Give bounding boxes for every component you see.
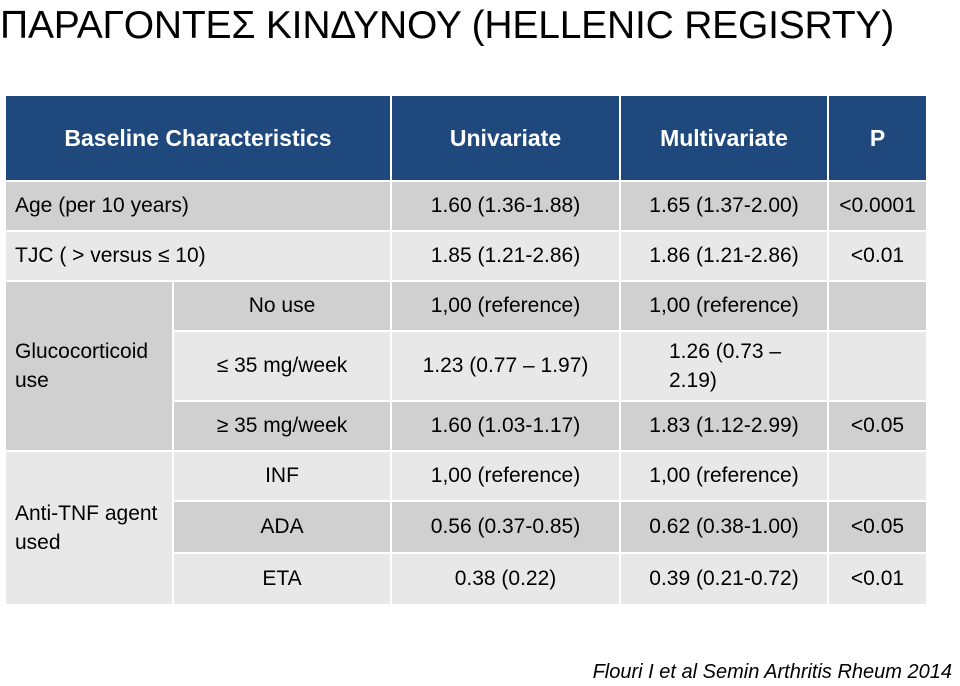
antitnf-label: Anti-TNF agent used <box>6 452 172 604</box>
tjc-multivariate: 1.86 (1.21-2.86) <box>621 232 827 280</box>
glucocorticoid-high-dose-p: <0.05 <box>829 402 926 450</box>
tjc-univariate: 1.85 (1.21-2.86) <box>392 232 619 280</box>
antitnf-ada-univariate: 0.56 (0.37-0.85) <box>392 502 619 552</box>
glucocorticoid-low-dose-p <box>829 332 926 400</box>
glucocorticoid-label: Glucocorticoid use <box>6 282 172 450</box>
age-p: <0.0001 <box>829 182 926 230</box>
header-multivariate: Multivariate <box>621 96 827 180</box>
glucocorticoid-sub-high-dose: ≥ 35 mg/week <box>174 402 390 450</box>
glucocorticoid-high-dose-multivariate: 1.83 (1.12-2.99) <box>621 402 827 450</box>
glucocorticoid-no-use-p <box>829 282 926 330</box>
glucocorticoid-no-use-multivariate: 1,00 (reference) <box>621 282 827 330</box>
age-label: Age (per 10 years) <box>6 182 390 230</box>
header-baseline: Baseline Characteristics <box>6 96 390 180</box>
tjc-label: TJC ( > versus ≤ 10) <box>6 232 390 280</box>
citation: Flouri I et al Semin Arthritis Rheum 201… <box>592 661 952 683</box>
antitnf-inf-p <box>829 452 926 500</box>
antitnf-sub-ada: ADA <box>174 502 390 552</box>
age-multivariate: 1.65 (1.37-2.00) <box>621 182 827 230</box>
risk-factors-table: Baseline Characteristics Univariate Mult… <box>6 96 926 604</box>
glucocorticoid-low-dose-univariate: 1.23 (0.77 – 1.97) <box>392 332 619 400</box>
slide-title: ΠΑΡΑΓΟΝΤΕΣ ΚΙΝΔΥΝΟΥ (HELLENIC REGISRTY) <box>0 4 895 47</box>
glucocorticoid-sub-low-dose: ≤ 35 mg/week <box>174 332 390 400</box>
age-univariate: 1.60 (1.36-1.88) <box>392 182 619 230</box>
antitnf-eta-multivariate: 0.39 (0.21-0.72) <box>621 554 827 604</box>
antitnf-sub-inf: INF <box>174 452 390 500</box>
antitnf-inf-multivariate: 1,00 (reference) <box>621 452 827 500</box>
antitnf-eta-p: <0.01 <box>829 554 926 604</box>
antitnf-inf-univariate: 1,00 (reference) <box>392 452 619 500</box>
glucocorticoid-sub-no-use: No use <box>174 282 390 330</box>
antitnf-ada-multivariate: 0.62 (0.38-1.00) <box>621 502 827 552</box>
glucocorticoid-low-dose-multivariate: 1.26 (0.73 – 2.19) <box>621 332 827 400</box>
glucocorticoid-no-use-univariate: 1,00 (reference) <box>392 282 619 330</box>
header-univariate: Univariate <box>392 96 619 180</box>
antitnf-sub-eta: ETA <box>174 554 390 604</box>
header-p: P <box>829 96 926 180</box>
glucocorticoid-high-dose-univariate: 1.60 (1.03-1.17) <box>392 402 619 450</box>
tjc-p: <0.01 <box>829 232 926 280</box>
antitnf-eta-univariate: 0.38 (0.22) <box>392 554 619 604</box>
antitnf-ada-p: <0.05 <box>829 502 926 552</box>
